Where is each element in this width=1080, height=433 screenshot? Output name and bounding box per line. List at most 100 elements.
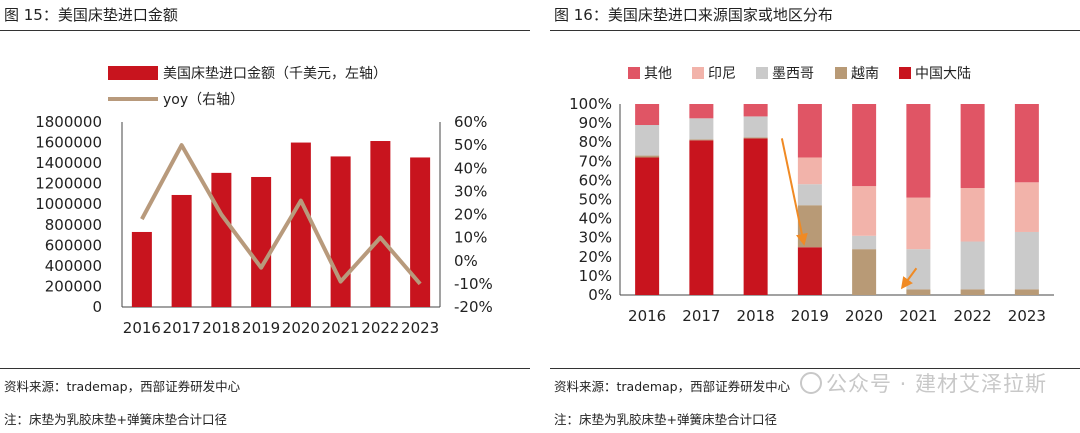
x-tick-label: 2021 bbox=[899, 307, 937, 325]
bar-segment-indonesia-2019 bbox=[797, 157, 822, 185]
bar-import-value-2021 bbox=[330, 156, 351, 307]
right-note: 注：床垫为乳胶床垫+弹簧床垫合计口径 bbox=[554, 412, 777, 427]
bar-segment-other-2023 bbox=[1014, 104, 1039, 183]
bar-import-value-2018 bbox=[211, 172, 232, 307]
bar-segment-vietnam-2023 bbox=[1014, 289, 1039, 295]
x-tick-label: 2017 bbox=[682, 307, 720, 325]
right-bottom-rule bbox=[550, 368, 1080, 369]
left-note: 注：床垫为乳胶床垫+弹簧床垫合计口径 bbox=[4, 412, 227, 427]
bar-import-value-2022 bbox=[370, 141, 391, 307]
legend-label-china: 中国大陆 bbox=[915, 66, 971, 82]
bar-segment-vietnam-2018 bbox=[743, 137, 768, 139]
annotation-arrow-2019 bbox=[780, 138, 808, 246]
x-tick-label: 2019 bbox=[791, 307, 829, 325]
y-tick-label: 60% bbox=[579, 171, 612, 189]
y-left-tick-label: 1000000 bbox=[35, 195, 102, 213]
bar-segment-mexico-2020 bbox=[852, 235, 877, 250]
x-tick-label: 2020 bbox=[845, 307, 883, 325]
bar-segment-china-2018 bbox=[743, 138, 768, 295]
bar-segment-mexico-2019 bbox=[797, 184, 822, 206]
y-right-tick-label: -10% bbox=[454, 275, 493, 293]
y-left-tick-label: 200000 bbox=[45, 277, 102, 295]
bar-segment-indonesia-2023 bbox=[1014, 182, 1039, 232]
y-right-tick-label: -20% bbox=[454, 298, 493, 316]
y-left-tick-label: 800000 bbox=[45, 216, 102, 234]
legend-swatch-vietnam bbox=[835, 67, 847, 79]
x-tick-label: 2020 bbox=[282, 319, 320, 337]
bar-segment-vietnam-2020 bbox=[852, 249, 877, 295]
x-tick-label: 2018 bbox=[737, 307, 775, 325]
bar-segment-mexico-2023 bbox=[1014, 231, 1039, 290]
bar-segment-indonesia-2021 bbox=[906, 197, 931, 250]
bar-segment-vietnam-2016 bbox=[635, 155, 660, 158]
y-right-tick-label: 40% bbox=[454, 159, 487, 177]
x-tick-label: 2023 bbox=[401, 319, 439, 337]
legend-label-yoy: yoy（右轴） bbox=[163, 92, 244, 108]
left-top-rule bbox=[0, 30, 530, 31]
y-tick-label: 0% bbox=[588, 286, 612, 304]
y-left-tick-label: 400000 bbox=[45, 257, 102, 275]
bar-import-value-2020 bbox=[290, 142, 311, 307]
y-left-tick-label: 0 bbox=[92, 298, 102, 316]
bar-segment-other-2017 bbox=[689, 104, 714, 119]
y-tick-label: 30% bbox=[579, 229, 612, 247]
bar-segment-other-2019 bbox=[797, 104, 822, 158]
bar-segment-china-2016 bbox=[635, 157, 660, 295]
import-source-share-chart: 其他 印尼 墨西哥 越南 中国大陆 0%10%20%30%40%50% 60%70%80%9… bbox=[569, 66, 1054, 325]
x-tick-label: 2016 bbox=[123, 319, 161, 337]
y-right-tick-label: 10% bbox=[454, 229, 487, 247]
legend-label-indonesia: 印尼 bbox=[708, 66, 736, 82]
bar-segment-mexico-2018 bbox=[743, 116, 768, 138]
x-tick-label: 2023 bbox=[1008, 307, 1046, 325]
y-right-tick-label: 30% bbox=[454, 182, 487, 200]
wechat-icon bbox=[800, 372, 822, 394]
x-tick-label: 2016 bbox=[628, 307, 666, 325]
y-tick-label: 80% bbox=[579, 133, 612, 151]
left-figure-title: 图 15：美国床垫进口金额 bbox=[4, 6, 178, 24]
x-tick-label: 2022 bbox=[954, 307, 992, 325]
bar-segment-mexico-2021 bbox=[906, 249, 931, 290]
x-tick-label: 2018 bbox=[202, 319, 240, 337]
bar-import-value-2016 bbox=[131, 231, 152, 307]
y-left-tick-label: 600000 bbox=[45, 236, 102, 254]
bar-segment-other-2021 bbox=[906, 104, 931, 198]
legend-swatch-import-value bbox=[108, 66, 158, 80]
bar-segment-indonesia-2022 bbox=[960, 188, 985, 242]
y-right-tick-label: 50% bbox=[454, 136, 487, 154]
bar-segment-china-2019 bbox=[797, 247, 822, 295]
import-value-chart: 美国床垫进口金额（千美元，左轴） yoy（右轴） 0 200000 400000 6000… bbox=[35, 66, 493, 337]
legend-label-mexico: 墨西哥 bbox=[772, 66, 814, 82]
y-right-tick-label: 0% bbox=[454, 252, 478, 270]
left-panel: 图 15：美国床垫进口金额 美国床垫进口金额（千美元，左轴） yoy（右轴） 0 20… bbox=[0, 0, 530, 433]
watermark-text: 公众号 · 建材艾泽拉斯 bbox=[826, 372, 1048, 396]
y-tick-label: 40% bbox=[579, 210, 612, 228]
bar-segment-vietnam-2017 bbox=[689, 139, 714, 141]
bar-segment-vietnam-2021 bbox=[906, 289, 931, 295]
left-bottom-rule bbox=[0, 368, 530, 369]
bar-segment-other-2022 bbox=[960, 104, 985, 189]
bar-segment-indonesia-2020 bbox=[852, 186, 877, 236]
bar-segment-mexico-2022 bbox=[960, 241, 985, 290]
watermark: 公众号 · 建材艾泽拉斯 bbox=[800, 368, 1047, 398]
y-tick-label: 20% bbox=[579, 248, 612, 266]
bar-segment-mexico-2016 bbox=[635, 125, 660, 156]
bar-segment-other-2018 bbox=[743, 104, 768, 117]
x-tick-label: 2019 bbox=[242, 319, 280, 337]
y-tick-label: 100% bbox=[569, 95, 612, 113]
x-tick-label: 2021 bbox=[322, 319, 360, 337]
bar-segment-vietnam-2022 bbox=[960, 289, 985, 295]
legend-label-other: 其他 bbox=[644, 66, 672, 82]
line-yoy bbox=[140, 143, 422, 286]
bar-segment-vietnam-2019 bbox=[797, 205, 822, 248]
bar-segment-other-2020 bbox=[852, 104, 877, 187]
legend-label-import-value: 美国床垫进口金额（千美元，左轴） bbox=[163, 66, 387, 82]
y-left-tick-label: 1800000 bbox=[35, 113, 102, 131]
x-tick-label: 2022 bbox=[361, 319, 399, 337]
legend-swatch-indonesia bbox=[692, 67, 704, 79]
bar-segment-other-2016 bbox=[635, 104, 660, 126]
right-source: 资料来源：trademap，西部证券研发中心 bbox=[554, 379, 791, 394]
legend-label-vietnam: 越南 bbox=[851, 66, 879, 82]
right-top-rule bbox=[550, 30, 1080, 31]
bar-import-value-2023 bbox=[410, 157, 431, 307]
y-right-tick-label: 60% bbox=[454, 113, 487, 131]
